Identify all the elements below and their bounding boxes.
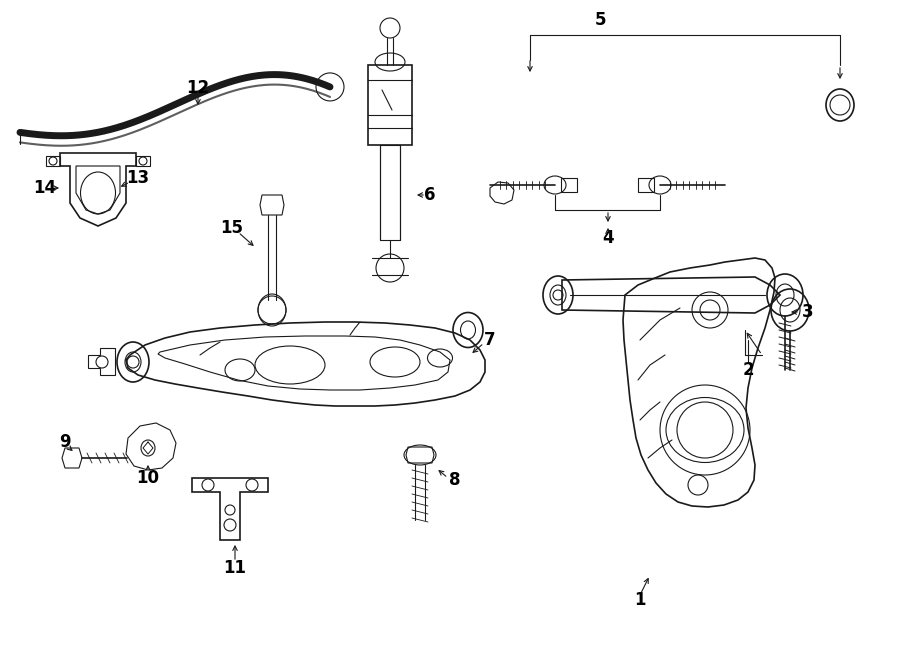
Bar bbox=[368, 65, 412, 145]
Text: 15: 15 bbox=[220, 219, 244, 237]
Text: 12: 12 bbox=[186, 79, 210, 97]
Text: 13: 13 bbox=[126, 169, 149, 187]
Text: 14: 14 bbox=[33, 179, 57, 197]
Text: 7: 7 bbox=[484, 331, 496, 349]
Text: 10: 10 bbox=[137, 469, 159, 487]
Text: 8: 8 bbox=[449, 471, 461, 489]
Text: 5: 5 bbox=[594, 11, 606, 29]
Text: 11: 11 bbox=[223, 559, 247, 577]
Text: 2: 2 bbox=[742, 361, 754, 379]
Bar bbox=[380, 145, 400, 240]
Text: 3: 3 bbox=[802, 303, 814, 321]
Text: 1: 1 bbox=[634, 591, 646, 609]
Text: 9: 9 bbox=[59, 433, 71, 451]
Text: 4: 4 bbox=[602, 229, 614, 247]
Text: 6: 6 bbox=[424, 186, 436, 204]
